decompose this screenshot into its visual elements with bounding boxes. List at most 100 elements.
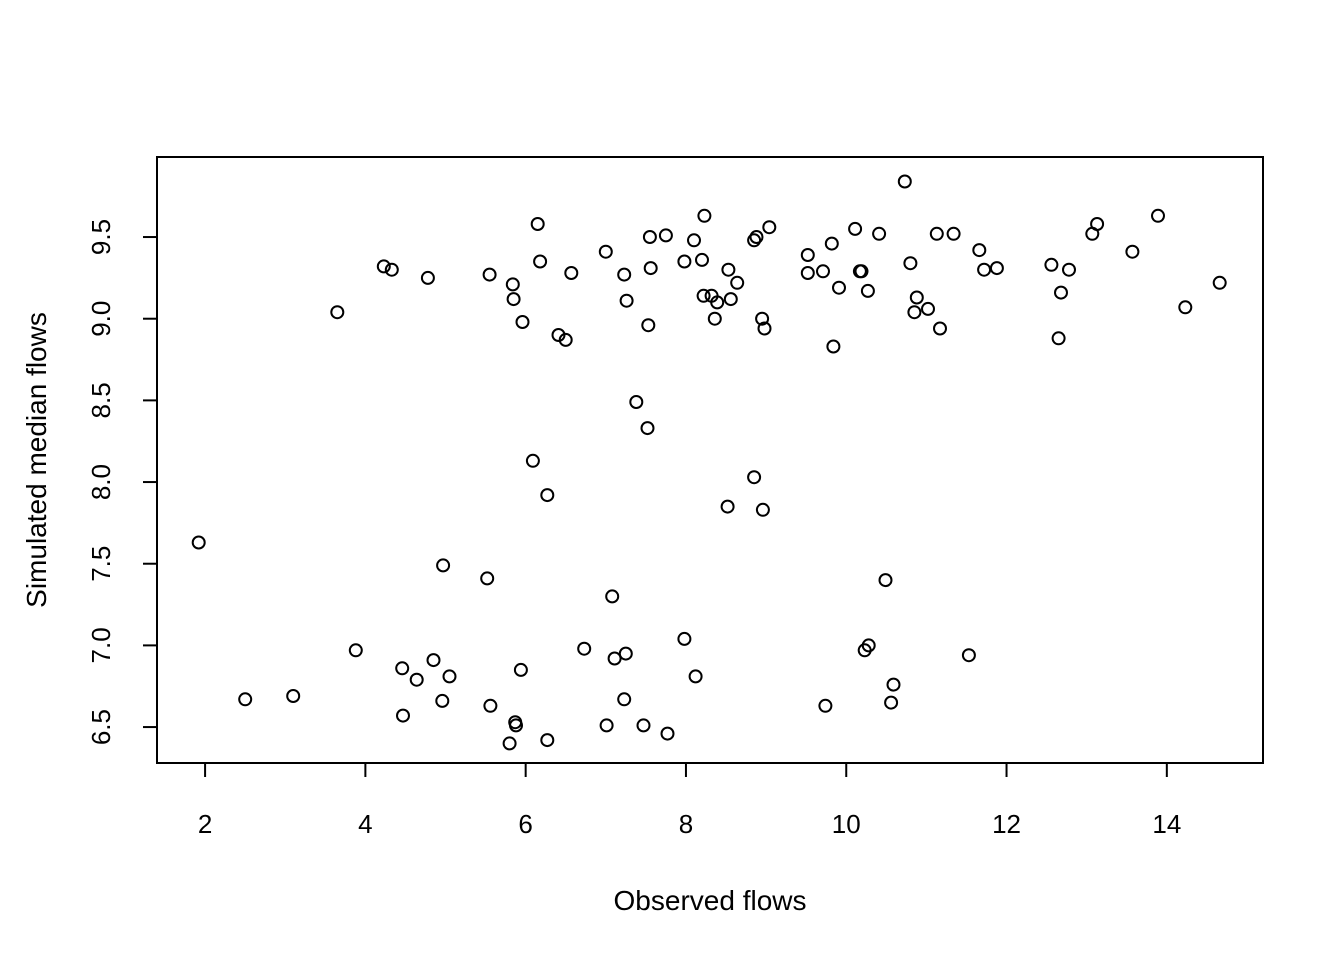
data-point (384, 262, 399, 277)
data-point (506, 292, 521, 307)
data-point (695, 252, 709, 267)
data-point (933, 321, 947, 336)
data-point (872, 226, 887, 241)
data-point (757, 321, 772, 336)
data-points (191, 174, 1227, 751)
data-point (886, 677, 901, 692)
data-point (826, 339, 841, 354)
data-point (824, 236, 839, 251)
data-point (903, 256, 918, 271)
data-point (515, 315, 530, 329)
y-axis-label: Simulated median flows (21, 312, 52, 608)
data-point (907, 305, 922, 320)
data-point (762, 220, 777, 235)
data-point (977, 262, 992, 277)
data-point (730, 275, 745, 290)
data-point (533, 254, 548, 269)
x-tick-label: 12 (992, 809, 1021, 839)
y-tick-label: 8.0 (86, 464, 116, 500)
data-point (857, 643, 872, 658)
data-point (747, 233, 762, 248)
data-point (607, 651, 622, 666)
data-point (482, 267, 497, 282)
data-point (961, 648, 976, 663)
data-point (755, 502, 770, 517)
data-point (330, 305, 345, 320)
data-point (605, 589, 620, 604)
data-point (420, 270, 435, 285)
y-tick-label: 7.0 (86, 627, 116, 663)
data-point (540, 488, 555, 503)
data-point (483, 698, 498, 713)
x-tick-label: 10 (832, 809, 861, 839)
data-point (1054, 285, 1068, 300)
data-point (1151, 208, 1165, 223)
data-point (641, 318, 656, 333)
data-point (409, 672, 424, 687)
data-point (989, 261, 1004, 276)
data-point (376, 259, 391, 274)
data-point (640, 421, 655, 436)
data-point (929, 226, 944, 241)
data-point (755, 311, 770, 326)
y-tick-label: 9.0 (86, 301, 116, 337)
data-point (505, 277, 520, 292)
data-point (1085, 226, 1100, 241)
data-point (530, 217, 545, 231)
data-point (658, 228, 673, 243)
data-point (1044, 257, 1059, 272)
data-point (660, 726, 675, 741)
data-point (643, 261, 658, 276)
data-point (442, 669, 457, 684)
data-point (191, 535, 206, 550)
data-point (721, 262, 736, 277)
data-point (921, 301, 935, 316)
data-point (540, 733, 555, 748)
data-point (884, 695, 899, 710)
data-point (636, 718, 651, 733)
data-point (426, 653, 441, 668)
data-point (707, 311, 722, 326)
x-tick-label: 8 (679, 809, 693, 839)
x-tick-label: 14 (1152, 809, 1181, 839)
data-point (238, 692, 253, 707)
data-point (860, 283, 875, 298)
data-point (509, 718, 523, 733)
data-point (395, 661, 410, 676)
x-tick-label: 2 (198, 809, 212, 839)
data-point (832, 280, 846, 295)
data-point (697, 208, 712, 223)
data-point (577, 641, 592, 656)
data-point (800, 248, 815, 262)
data-point (677, 254, 692, 269)
data-point (878, 573, 893, 588)
x-axis-label: Observed flows (614, 885, 807, 916)
data-point (749, 230, 764, 244)
data-point (848, 221, 863, 236)
data-point (946, 226, 961, 241)
data-point (598, 244, 613, 259)
x-axis: 2 4 6 8 10 12 14 (198, 762, 1181, 839)
data-point (348, 643, 363, 658)
data-point (818, 698, 833, 713)
data-point (1062, 262, 1076, 277)
y-tick-label: 9.5 (86, 219, 116, 255)
data-point (687, 233, 701, 248)
data-point (642, 230, 657, 244)
data-point (619, 293, 634, 308)
data-point (436, 558, 451, 573)
data-point (1212, 275, 1227, 290)
data-point (710, 295, 725, 310)
data-point (1178, 300, 1193, 315)
data-point (723, 292, 738, 307)
data-point (525, 453, 540, 468)
x-tick-label: 4 (358, 809, 372, 839)
data-point (629, 395, 644, 409)
data-point (747, 470, 762, 485)
plot-frame (156, 156, 1264, 764)
data-point (1051, 331, 1066, 346)
data-point (677, 631, 692, 646)
data-point (435, 693, 450, 708)
data-point (599, 718, 614, 733)
